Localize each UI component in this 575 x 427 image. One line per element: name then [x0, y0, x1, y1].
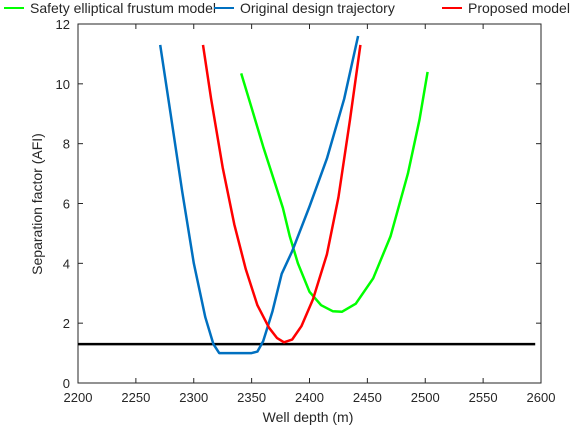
legend-label-proposed: Proposed model [468, 0, 570, 16]
x-tick-label-7: 2550 [469, 390, 498, 405]
series-line-proposed [201, 44, 362, 344]
series-line-safety [240, 71, 429, 314]
y-tick-label-1: 2 [63, 316, 70, 331]
y-tick-label-4: 8 [63, 137, 70, 152]
x-tick-label-6: 2500 [411, 390, 440, 405]
legend-label-original: Original design trajectory [240, 0, 395, 16]
y-tick-label-0: 0 [63, 376, 70, 391]
x-tick-label-2: 2300 [179, 390, 208, 405]
plot-area: 2200 2250 2300 2350 2400 2450 2500 2550 2600 0 2 4 6… [56, 17, 556, 405]
series-line-original [158, 35, 360, 355]
x-tick-label-8: 2600 [527, 390, 556, 405]
x-tick-label-4: 2400 [295, 390, 324, 405]
legend: Safety elliptical frustum model Original… [4, 0, 570, 16]
x-axis-label: Well depth (m) [263, 409, 354, 425]
x-tick-label-1: 2250 [121, 390, 150, 405]
y-tick-label-6: 12 [56, 17, 70, 32]
y-tick-label-3: 6 [63, 197, 70, 212]
y-tick-label-2: 4 [63, 256, 70, 271]
x-tick-label-3: 2350 [237, 390, 266, 405]
y-axis-label: Separation factor (AFI) [29, 133, 45, 275]
legend-label-safety: Safety elliptical frustum model [30, 0, 216, 16]
x-tick-label-5: 2450 [353, 390, 382, 405]
x-tick-label-0: 2200 [64, 390, 93, 405]
y-tick-label-5: 10 [56, 77, 70, 92]
